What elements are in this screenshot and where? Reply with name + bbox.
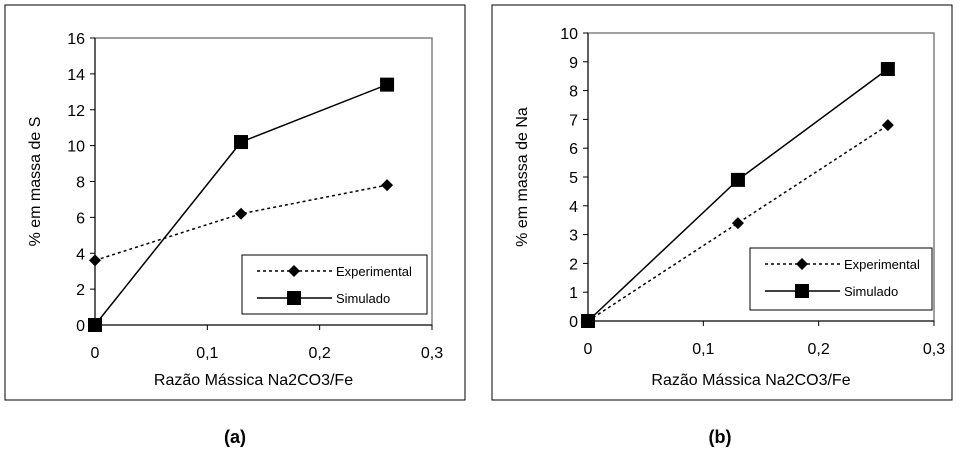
chart-b: 0 1 2 3 4 5 6 7 8 9 10 0 0,1 0,2 0,3 Razão Mássica Na2C… <box>514 26 945 389</box>
x-tick-label: 0,2 <box>808 341 830 358</box>
x-tick-label: 0 <box>584 341 593 358</box>
x-tick-label: 0,2 <box>309 345 331 362</box>
legend-marker-simulado <box>795 284 809 298</box>
y-tick-label: 6 <box>569 141 578 158</box>
x-tick-label: 0 <box>91 345 100 362</box>
data-point-simulado <box>880 62 895 76</box>
data-point-experimental <box>881 119 894 132</box>
x-axis-label: Razão Mássica Na2CO3/Fe <box>154 372 353 389</box>
data-point-simulado <box>88 318 102 332</box>
y-tick-label: 0 <box>569 314 578 331</box>
chart-a-caption: (a) <box>224 427 246 447</box>
data-point-experimental <box>731 217 744 230</box>
y-tick-label: 6 <box>76 210 85 227</box>
y-tick-label: 2 <box>76 282 85 299</box>
x-axis-label: Razão Mássica Na2CO3/Fe <box>651 372 850 389</box>
y-tick-label: 10 <box>560 26 578 43</box>
series-line-experimental <box>94 184 388 262</box>
legend-box <box>749 247 933 311</box>
y-tick-label: 7 <box>569 112 578 129</box>
x-tick-label: 0,1 <box>692 341 714 358</box>
y-tick-label: 12 <box>67 103 85 120</box>
y-tick-label: 16 <box>67 31 85 48</box>
chart-a-frame <box>4 4 466 401</box>
data-point-experimental <box>235 207 248 220</box>
legend-label: Simulado <box>336 291 390 306</box>
data-point-experimental <box>381 179 394 192</box>
y-tick-label: 5 <box>569 170 578 187</box>
x-tick-label: 0,1 <box>196 345 218 362</box>
data-point-experimental <box>89 254 101 267</box>
data-point-simulado <box>234 135 249 150</box>
legend-marker-experimental <box>796 258 808 270</box>
y-tick-label: 10 <box>67 139 85 156</box>
y-tick-label: 2 <box>569 256 578 273</box>
y-tick-label: 14 <box>67 67 85 84</box>
y-tick-label: 4 <box>569 199 578 216</box>
data-point-simulado <box>730 172 745 187</box>
data-point-simulado <box>380 77 395 92</box>
y-tick-label: 3 <box>569 228 578 245</box>
x-tick-label: 0,3 <box>923 341 945 358</box>
x-tick-label: 0,3 <box>421 345 443 362</box>
chart-b-frame <box>491 4 953 401</box>
y-tick-label: 0 <box>76 318 85 335</box>
legend-box <box>241 254 428 315</box>
chart-a: 0 2 4 6 8 10 12 14 16 0 0,1 0,2 0,3 Razão Mássica Na2… <box>27 31 443 389</box>
y-axis-label: % em massa de Na <box>514 107 531 247</box>
y-axis-label: % em massa de S <box>27 117 44 247</box>
legend-marker-experimental <box>288 265 300 277</box>
y-tick-label: 8 <box>569 84 578 101</box>
legend-label: Experimental <box>336 264 412 279</box>
data-point-simulado <box>581 314 595 328</box>
y-tick-label: 1 <box>569 285 578 302</box>
y-tick-label: 4 <box>76 246 85 263</box>
legend-label: Simulado <box>844 284 898 299</box>
legend-label: Experimental <box>844 257 920 272</box>
legend-marker-simulado <box>287 291 301 305</box>
y-tick-label: 9 <box>569 55 578 72</box>
chart-b-caption: (b) <box>709 427 732 447</box>
y-tick-label: 8 <box>76 175 85 192</box>
